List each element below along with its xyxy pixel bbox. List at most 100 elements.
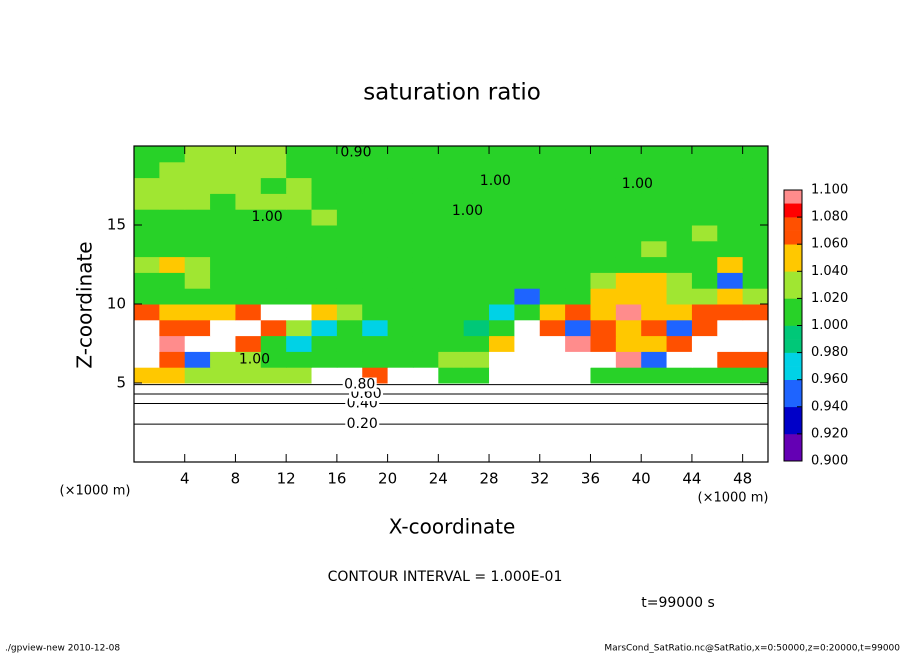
- cell: [539, 240, 566, 258]
- cell: [565, 256, 591, 273]
- cell: [691, 430, 718, 447]
- cell: [514, 398, 541, 416]
- cell: [134, 272, 160, 289]
- cell: [210, 367, 236, 384]
- cell: [184, 430, 211, 447]
- colorbar-bin: [784, 420, 802, 435]
- cell: [615, 430, 642, 447]
- cell: [387, 351, 414, 368]
- cell: [311, 430, 338, 447]
- cell: [362, 161, 389, 179]
- cell: [565, 272, 591, 289]
- cell: [235, 177, 262, 194]
- cell: [615, 193, 642, 210]
- cell: [489, 256, 515, 273]
- cell: [260, 398, 287, 416]
- cell: [159, 272, 186, 289]
- cell: [590, 288, 617, 305]
- cell: [514, 177, 541, 194]
- cell: [539, 319, 566, 337]
- cell: [134, 288, 160, 305]
- y-axis-label: Z-coordinate: [73, 241, 97, 368]
- x-unit: (×1000 m): [698, 491, 769, 506]
- cell: [514, 161, 541, 179]
- cell: [412, 161, 439, 179]
- cell: [742, 256, 769, 273]
- cell: [641, 446, 668, 463]
- cell: [742, 193, 769, 210]
- cell: [539, 367, 566, 384]
- cell: [362, 319, 389, 337]
- cell: [159, 225, 186, 242]
- colorbar-label: 0.960: [811, 372, 848, 387]
- cell: [412, 240, 439, 258]
- colorbar-bin: [784, 203, 802, 218]
- cell: [210, 398, 236, 416]
- cell: [134, 398, 160, 416]
- cell: [514, 225, 541, 242]
- cell: [260, 177, 287, 194]
- cell: [210, 177, 236, 194]
- cell: [514, 383, 541, 400]
- x-tick-label: 48: [733, 470, 752, 488]
- cell: [134, 256, 160, 273]
- x-tick-label: 24: [429, 470, 448, 488]
- cell: [134, 193, 160, 210]
- contour-label-bg: [345, 417, 380, 432]
- cell: [286, 161, 313, 179]
- cell: [336, 209, 363, 226]
- cell: [159, 304, 186, 321]
- cell: [590, 335, 617, 352]
- cell: [159, 383, 186, 400]
- cell: [184, 225, 211, 242]
- cell: [463, 161, 490, 179]
- cell: [184, 193, 211, 210]
- cell: [159, 414, 186, 431]
- cell: [742, 304, 769, 321]
- cell: [387, 335, 414, 352]
- cell: [387, 161, 414, 179]
- colorbar-label: 1.060: [811, 237, 848, 252]
- cell: [691, 398, 718, 416]
- cell: [463, 209, 490, 226]
- cell: [362, 446, 389, 463]
- cell: [210, 225, 236, 242]
- cell: [286, 177, 313, 194]
- cell: [489, 225, 515, 242]
- cell: [184, 161, 211, 179]
- cell: [666, 209, 693, 226]
- cell: [590, 367, 617, 384]
- cell: [159, 146, 186, 163]
- cell: [590, 414, 617, 431]
- x-tick-label: 40: [632, 470, 651, 488]
- y-tick-label: 15: [107, 216, 126, 234]
- cell: [565, 383, 591, 400]
- cell: [717, 319, 744, 337]
- cell: [717, 177, 744, 194]
- cell: [184, 209, 211, 226]
- cell: [539, 288, 566, 305]
- cell: [615, 446, 642, 463]
- cell: [666, 414, 693, 431]
- cell: [286, 146, 313, 163]
- cell: [260, 272, 287, 289]
- cell: [438, 383, 465, 400]
- cell: [134, 446, 160, 463]
- cell: [615, 256, 642, 273]
- cell: [590, 430, 617, 447]
- cell: [184, 351, 211, 368]
- cell: [438, 398, 465, 416]
- cell: [159, 351, 186, 368]
- cell: [286, 446, 313, 463]
- cell: [235, 240, 262, 258]
- cell: [438, 177, 465, 194]
- cell: [489, 335, 515, 352]
- cell: [184, 146, 211, 163]
- x-tick-label: 20: [378, 470, 397, 488]
- cell: [311, 225, 338, 242]
- cell: [666, 398, 693, 416]
- cell: [742, 209, 769, 226]
- cell: [615, 240, 642, 258]
- cell: [489, 383, 515, 400]
- cell: [691, 146, 718, 163]
